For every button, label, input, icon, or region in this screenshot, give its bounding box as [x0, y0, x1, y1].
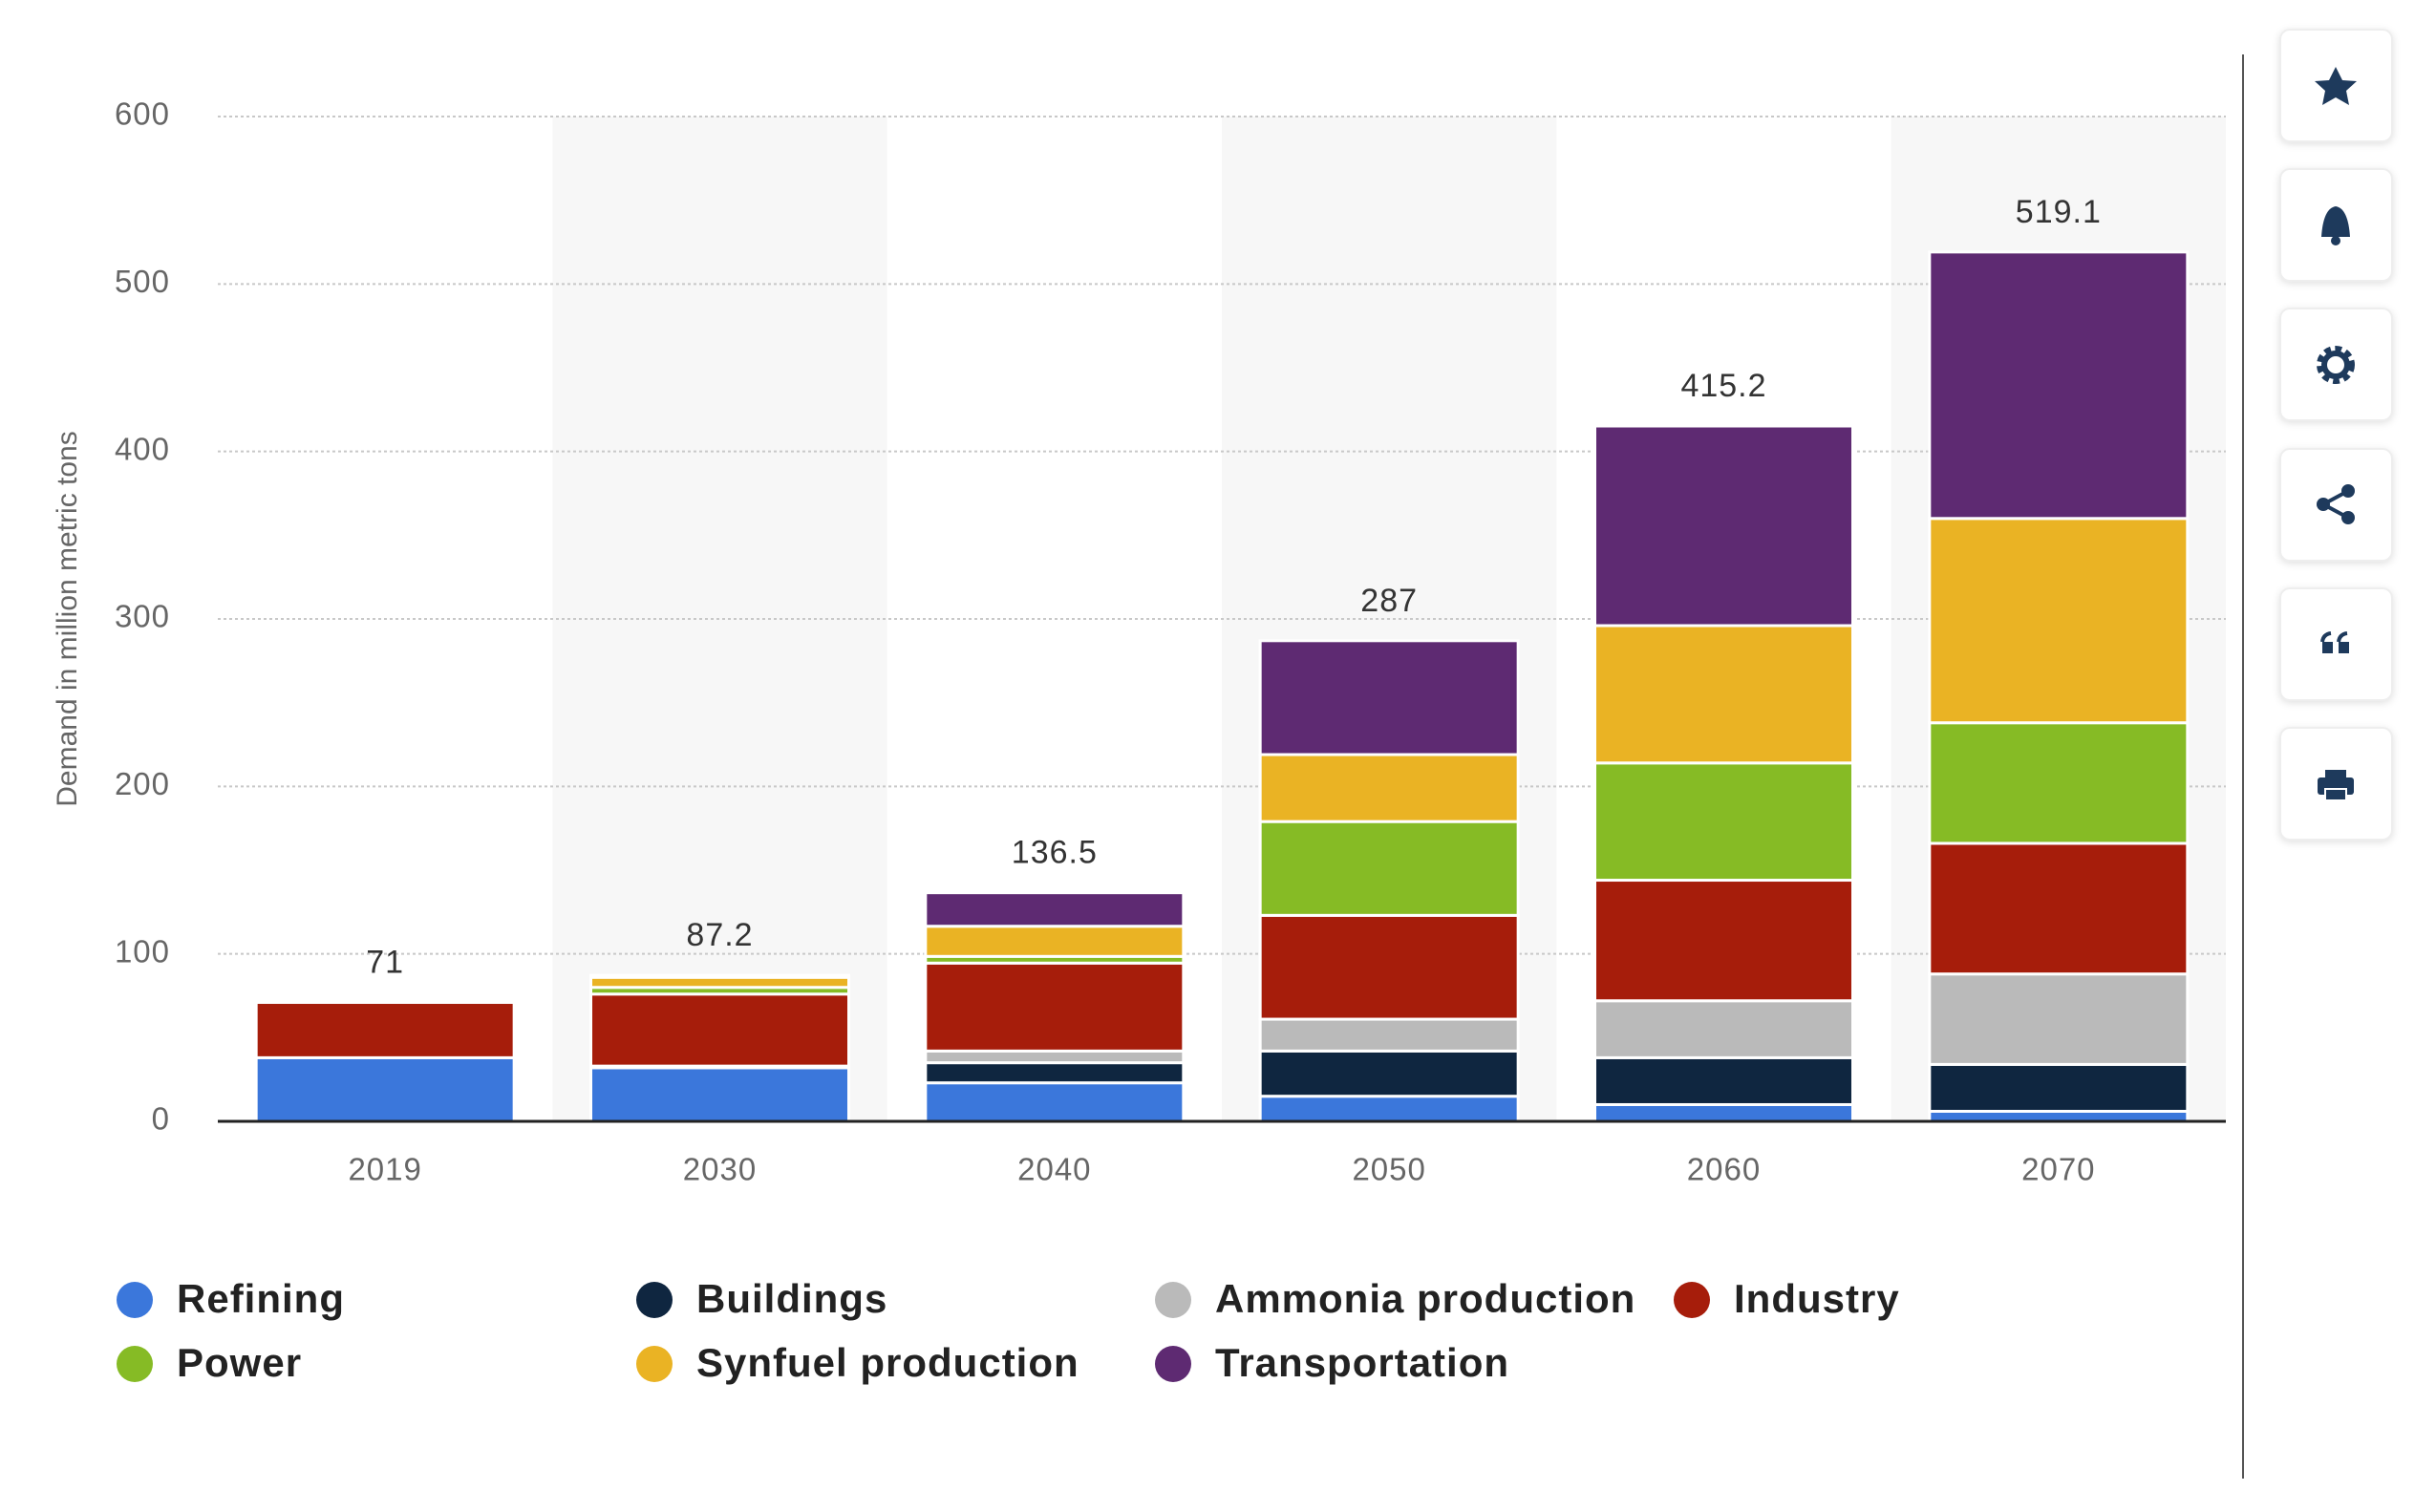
bar-segment	[1258, 753, 1520, 823]
total-label: 71	[366, 944, 404, 980]
legend-marker	[636, 1346, 673, 1382]
bar-segment	[1928, 1062, 2190, 1113]
legend-label: Buildings	[696, 1276, 887, 1321]
share-button[interactable]	[2279, 448, 2393, 562]
bar-segment	[1928, 517, 2190, 725]
side-buttons	[2279, 29, 2393, 841]
legend-marker	[1155, 1346, 1191, 1382]
legend-marker	[117, 1282, 153, 1318]
x-tick-label: 2019	[348, 1152, 421, 1187]
legend-marker	[1674, 1282, 1710, 1318]
bar-segment	[1928, 1109, 2190, 1123]
bar-segment	[924, 925, 1186, 958]
legend-label: Industry	[1734, 1276, 1900, 1321]
favorite-button[interactable]	[2279, 29, 2393, 142]
bar-segment	[589, 992, 850, 1068]
legend-label: Ammonia production	[1215, 1276, 1635, 1321]
print-button[interactable]	[2279, 727, 2393, 841]
total-label: 415.2	[1680, 368, 1766, 404]
legend-label: Synfuel production	[696, 1340, 1079, 1385]
y-tick-label: 600	[115, 96, 170, 132]
bar-segment	[1928, 841, 2190, 976]
bar-segment	[1593, 624, 1854, 765]
bar-segment	[254, 1001, 516, 1059]
bar-segment	[1593, 879, 1854, 1003]
bar-segment	[1928, 721, 2190, 845]
total-label: 519.1	[2016, 194, 2102, 230]
total-label: 287	[1360, 583, 1418, 619]
bar-segment	[924, 891, 1186, 928]
bar-segment	[589, 975, 850, 990]
x-tick-label: 2040	[1017, 1152, 1091, 1187]
y-tick-label: 500	[115, 264, 170, 299]
bar-segment	[1928, 972, 2190, 1066]
bar-segment	[589, 1066, 850, 1123]
notification-button[interactable]	[2279, 168, 2393, 282]
total-label: 136.5	[1012, 835, 1098, 871]
y-tick-label: 300	[115, 599, 170, 634]
x-tick-label: 2070	[2021, 1152, 2095, 1187]
x-tick-label: 2060	[1687, 1152, 1761, 1187]
y-tick-label: 100	[115, 933, 170, 969]
legend-marker	[636, 1282, 673, 1318]
bar-segment	[1258, 639, 1520, 756]
bar-segment	[924, 1081, 1186, 1123]
bar-segment	[1258, 1017, 1520, 1053]
x-tick-label: 2050	[1352, 1152, 1425, 1187]
y-tick-label: 0	[152, 1101, 170, 1137]
bar-segment	[924, 1049, 1186, 1065]
bar-segment	[924, 1061, 1186, 1085]
bar-segment	[1258, 913, 1520, 1021]
bar-segment	[1258, 1049, 1520, 1098]
y-tick-label: 200	[115, 766, 170, 801]
bar-segment	[1593, 1055, 1854, 1106]
cite-button[interactable]	[2279, 587, 2393, 701]
bar-segment	[1593, 761, 1854, 883]
bar-segment	[1928, 250, 2190, 521]
bar-segment	[1258, 1095, 1520, 1123]
bar-segment	[1593, 1102, 1854, 1123]
x-tick-label: 2030	[683, 1152, 757, 1187]
legend-marker	[1155, 1282, 1191, 1318]
bar-segment	[1258, 820, 1520, 917]
bar-segment	[1593, 424, 1854, 628]
bar-segment	[254, 1055, 516, 1123]
total-label: 87.2	[686, 917, 753, 953]
bar-segment	[924, 961, 1186, 1053]
legend-label: Transportation	[1215, 1340, 1509, 1385]
bar-segment	[1593, 999, 1854, 1059]
y-tick-label: 400	[115, 431, 170, 466]
legend-marker	[117, 1346, 153, 1382]
y-axis-label: Demand in million metric tons	[52, 431, 83, 806]
legend-label: Power	[177, 1340, 302, 1385]
settings-button[interactable]	[2279, 308, 2393, 421]
bar-segment	[589, 973, 850, 979]
legend-label: Refining	[177, 1276, 345, 1321]
